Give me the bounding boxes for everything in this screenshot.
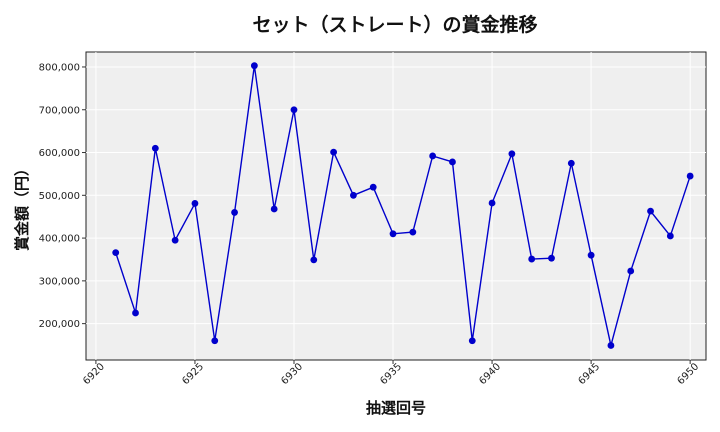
x-tick-label: 6940 (477, 361, 503, 387)
x-tick-label: 6925 (180, 361, 206, 387)
data-point (607, 342, 615, 349)
y-tick-label: 400,000 (39, 234, 80, 245)
x-tick-label: 6935 (378, 361, 404, 387)
data-point (191, 200, 199, 207)
series-line (115, 65, 691, 346)
x-tick-label: 6945 (576, 361, 602, 387)
y-tick-label: 800,000 (39, 62, 80, 73)
data-point (449, 158, 456, 166)
data-point (211, 337, 219, 345)
data-point (231, 209, 238, 216)
y-tick-label: 200,000 (39, 319, 80, 330)
data-point (627, 267, 635, 275)
data-point (369, 183, 377, 191)
grid (86, 52, 706, 360)
x-tick-label: 6950 (675, 361, 701, 387)
data-point (310, 256, 318, 264)
data-point (686, 172, 694, 180)
data-point (468, 337, 476, 345)
y-tick-label: 600,000 (39, 148, 80, 159)
data-point (389, 230, 397, 238)
y-tick-label: 700,000 (39, 105, 80, 116)
data-point (647, 207, 654, 215)
data-point (132, 309, 139, 317)
data-point (350, 191, 357, 199)
data-point (250, 62, 258, 70)
x-axis-label: 抽選回号 (366, 399, 426, 417)
data-point (488, 199, 496, 207)
data-point (429, 152, 437, 160)
data-point (270, 205, 278, 213)
data-point (587, 251, 595, 259)
data-point (409, 228, 417, 236)
x-tick-label: 6930 (279, 361, 305, 387)
data-point (171, 236, 179, 244)
data-point (548, 254, 555, 262)
data-point (290, 106, 298, 114)
series-layer (112, 62, 694, 349)
data-point (112, 249, 120, 257)
data-point (151, 144, 159, 152)
chart-title: セット（ストレート）の賞金推移 (252, 13, 537, 36)
data-point (508, 150, 516, 158)
x-axis: 6920 6925 6930 6935 6940 6945 6950 (81, 360, 701, 387)
plot-area (85, 51, 707, 361)
data-point (528, 255, 536, 263)
y-tick-label: 500,000 (39, 191, 80, 202)
y-tick-label: 300,000 (39, 276, 80, 287)
data-point (330, 148, 338, 156)
data-point (567, 159, 575, 167)
y-axis-label: 賞金額（円） (13, 161, 31, 251)
x-tick-label: 6920 (81, 361, 107, 387)
data-point (666, 232, 674, 240)
y-axis: 200,000 300,000 400,000 500,000 600,000 700,0… (39, 62, 86, 330)
